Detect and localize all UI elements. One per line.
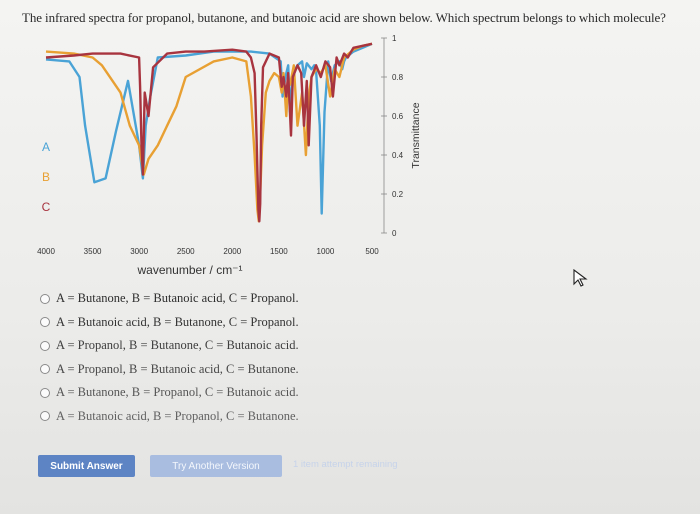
y-tick-label: 0 <box>392 229 397 238</box>
answer-option[interactable]: A = Butanoic acid, B = Propanol, C = But… <box>40 405 299 429</box>
x-axis-label: wavenumber / cm⁻¹ <box>136 263 242 277</box>
x-tick-label: 2000 <box>223 247 241 256</box>
option-label: A = Propanol, B = Butanone, C = Butanoic… <box>56 338 299 353</box>
answer-option[interactable]: A = Butanone, B = Propanol, C = Butanoic… <box>40 381 299 405</box>
x-tick-label: 4000 <box>37 247 55 256</box>
y-tick-label: 0.6 <box>392 112 404 121</box>
x-tick-label: 3000 <box>130 247 148 256</box>
answer-option[interactable]: A = Propanol, B = Butanone, C = Butanoic… <box>40 334 299 358</box>
series-letter-label: B <box>42 170 50 184</box>
ir-spectrum-chart: 4000 3500 3000 2500 2000 1500 1000 500 wavenumbe… <box>22 30 442 280</box>
radio-button[interactable] <box>40 317 50 328</box>
option-label: A = Butanone, B = Butanoic acid, C = Pro… <box>56 291 299 306</box>
mouse-pointer-icon <box>573 268 588 287</box>
series-letter-label: C <box>42 200 51 214</box>
radio-button[interactable] <box>40 364 50 375</box>
answer-options: A = Butanone, B = Butanoic acid, C = Pro… <box>40 287 299 428</box>
option-label: A = Butanoic acid, B = Propanol, C = But… <box>56 408 299 423</box>
answer-option[interactable]: A = Propanol, B = Butanoic acid, C = But… <box>40 358 299 382</box>
radio-button[interactable] <box>40 293 50 304</box>
series-line-c <box>45 42 373 223</box>
option-label: A = Butanoic acid, B = Butanone, C = Pro… <box>56 314 299 329</box>
answer-option[interactable]: A = Butanoic acid, B = Butanone, C = Pro… <box>40 311 299 335</box>
try-another-version-button[interactable]: Try Another Version <box>150 455 282 477</box>
radio-button[interactable] <box>40 340 50 351</box>
y-axis-label: Transmittance <box>410 102 422 168</box>
x-tick-label: 1000 <box>317 247 335 256</box>
answer-option[interactable]: A = Butanone, B = Butanoic acid, C = Pro… <box>40 287 299 311</box>
option-label: A = Butanone, B = Propanol, C = Butanoic… <box>56 385 299 400</box>
y-tick-label: 0.2 <box>392 190 404 199</box>
attempts-remaining-text: 1 item attempt remaining <box>293 459 398 470</box>
x-tick-label: 2500 <box>177 247 195 256</box>
x-tick-label: 500 <box>365 247 379 256</box>
radio-button[interactable] <box>40 411 50 422</box>
ir-spectrum-svg: 4000 3500 3000 2500 2000 1500 1000 500 wavenumbe… <box>37 34 422 277</box>
submit-answer-button[interactable]: Submit Answer <box>38 455 135 477</box>
y-tick-label: 0.4 <box>392 151 404 160</box>
question-text: The infrared spectra for propanol, butan… <box>22 10 666 25</box>
radio-button[interactable] <box>40 387 50 398</box>
y-tick-label: 0.8 <box>392 73 404 82</box>
x-tick-label: 1500 <box>270 247 288 256</box>
y-tick-label: 1 <box>392 34 397 43</box>
series-letter-label: A <box>42 140 50 154</box>
option-label: A = Propanol, B = Butanoic acid, C = But… <box>56 361 299 376</box>
x-tick-label: 3500 <box>84 247 102 256</box>
